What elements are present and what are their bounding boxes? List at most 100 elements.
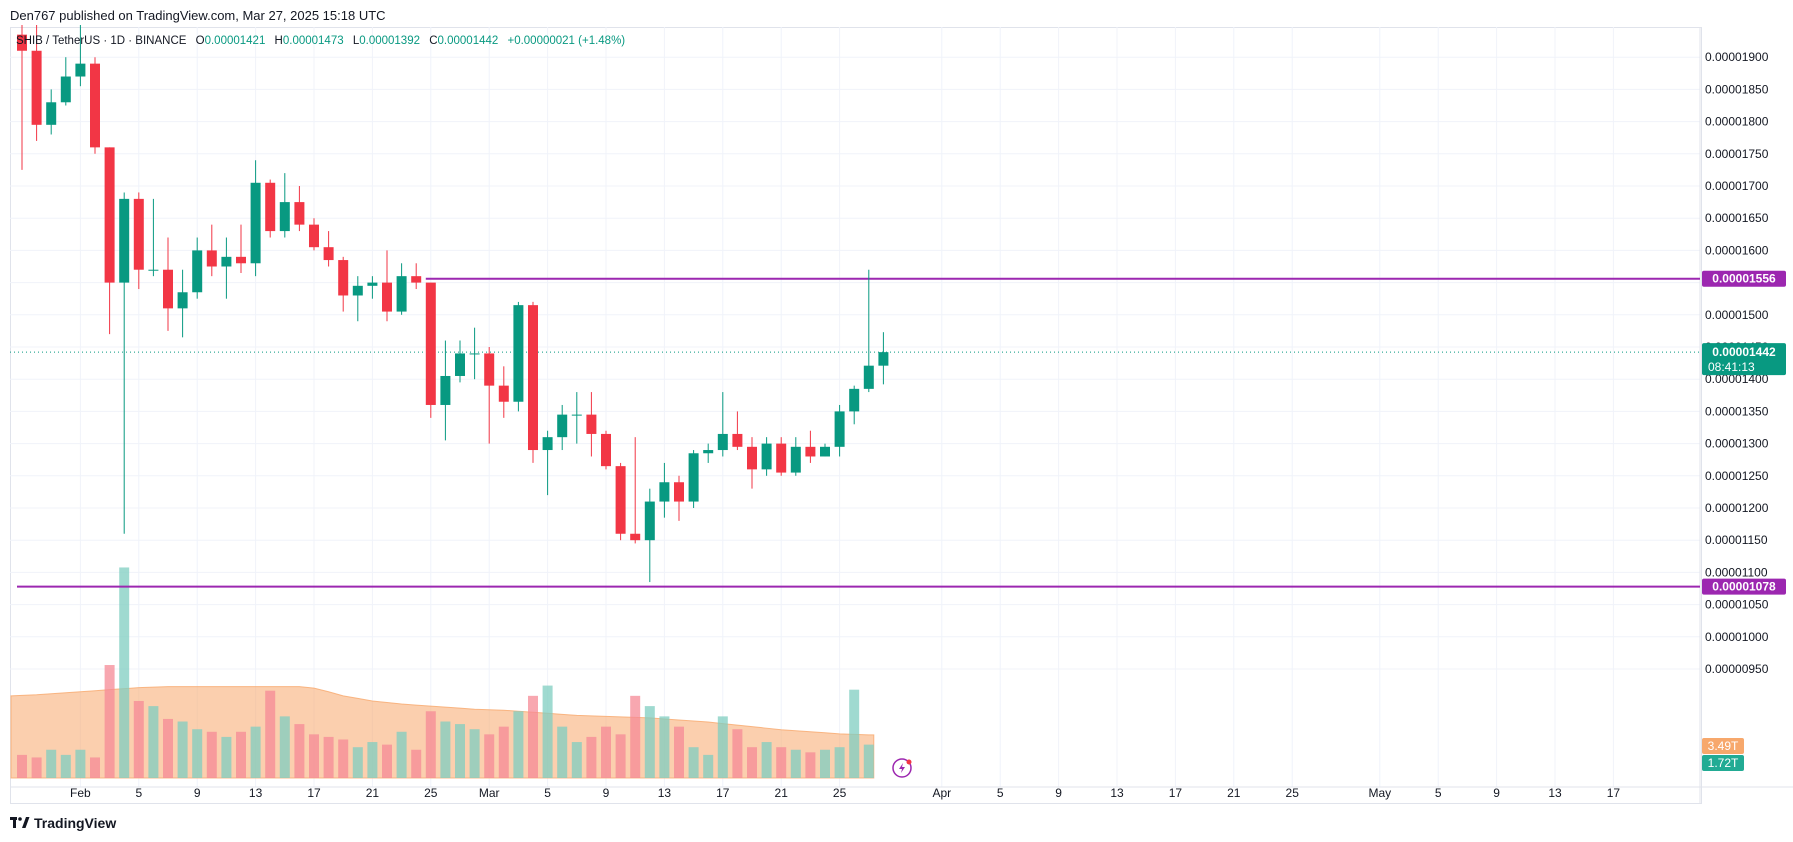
close-value: 0.00001442 — [437, 35, 499, 47]
time-tick-label: 25 — [1286, 786, 1300, 800]
volume-bar — [703, 754, 714, 778]
candle-body — [674, 482, 684, 502]
volume-bar — [674, 726, 684, 778]
candle-body — [586, 414, 597, 434]
time-tick-label: 13 — [1110, 786, 1124, 800]
horizontal-levels — [10, 277, 1700, 588]
candle-body — [557, 414, 568, 438]
time-tick-label: 5 — [997, 786, 1004, 800]
volume-bar — [615, 734, 626, 778]
time-tick-label: 21 — [366, 786, 380, 800]
volume-bar — [528, 695, 538, 778]
volume-bar — [265, 690, 276, 778]
time-tick-label: 21 — [775, 786, 789, 800]
volume-bar — [455, 724, 465, 778]
candle-body — [615, 466, 626, 534]
volume-bar — [323, 736, 334, 778]
time-tick-label: 9 — [1055, 786, 1062, 800]
time-tick-label: 17 — [307, 786, 321, 800]
candle-body — [17, 34, 27, 51]
time-tick-label: Feb — [70, 786, 91, 800]
candle-body — [513, 305, 524, 402]
candle-body — [659, 482, 670, 502]
volume-bar — [133, 700, 144, 778]
volume-bar — [352, 747, 363, 778]
candle-body — [352, 285, 363, 296]
close-key: C — [429, 35, 438, 47]
candle-body — [805, 446, 816, 457]
volume-bar — [60, 754, 71, 778]
countdown-label: 08:41:13 — [1708, 360, 1755, 374]
time-tick-label: 13 — [1548, 786, 1562, 800]
volume-bar — [75, 749, 86, 778]
candle-body — [163, 269, 173, 309]
volume-bar — [338, 739, 349, 778]
candle-body — [221, 256, 232, 267]
candle-body — [601, 433, 611, 467]
volume-bar — [163, 718, 173, 778]
price-tick-label: 0.00001100 — [1705, 565, 1768, 579]
price-tick-label: 0.00000950 — [1705, 662, 1769, 676]
volume-bar — [557, 726, 568, 778]
price-tick-label: 0.00001800 — [1705, 115, 1769, 129]
alert-dot — [906, 759, 912, 765]
volume-bar — [688, 747, 699, 778]
candle-body — [440, 375, 451, 405]
candle-body — [703, 450, 714, 454]
volume-bar — [776, 747, 787, 778]
level-price-tag-label: 0.00001078 — [1712, 580, 1776, 594]
level-price-tag-label: 0.00001556 — [1712, 272, 1776, 286]
candle-body — [148, 269, 159, 271]
candle-body — [790, 446, 801, 473]
candle-body — [119, 198, 130, 283]
time-tick-label: 13 — [658, 786, 672, 800]
volume-bar — [425, 711, 436, 778]
candle-body — [411, 276, 422, 283]
symbol-label: SHIB / TetherUS · 1D · BINANCE — [16, 35, 187, 47]
candle-body — [630, 533, 641, 541]
price-axis: 0.00001900 0.00001850 0.00001800 0.00001750… — [1705, 50, 1769, 676]
volume-bar — [863, 744, 874, 778]
time-tick-label: 5 — [544, 786, 551, 800]
volume-tag — [1702, 755, 1744, 771]
volume-bar — [367, 742, 378, 778]
time-tick-label: 9 — [603, 786, 610, 800]
candle-body — [265, 182, 276, 232]
time-tick-label: 25 — [424, 786, 438, 800]
volume-bar — [601, 726, 611, 778]
candle-body — [323, 247, 334, 261]
time-tick-label: Mar — [479, 786, 500, 800]
tradingview-logo-icon — [10, 817, 30, 828]
candle-body — [542, 437, 553, 451]
candle-body — [60, 76, 71, 103]
candle-body — [688, 453, 699, 502]
volume-bar — [571, 742, 582, 778]
candle-body — [46, 102, 57, 125]
volume-tag-label: 1.72T — [1708, 756, 1739, 770]
price-tick-label: 0.00001400 — [1705, 372, 1769, 386]
candle-body — [104, 147, 115, 283]
volume-bar — [236, 731, 246, 778]
candle-body — [396, 276, 407, 312]
lightning-glyph — [899, 763, 905, 773]
volume-bar — [396, 731, 407, 778]
publisher-line: Den767 published on TradingView.com, Mar… — [10, 8, 386, 23]
candle-body — [732, 433, 743, 447]
volume-bar — [849, 689, 860, 778]
candle-body — [571, 414, 582, 416]
time-tick-label: May — [1368, 786, 1391, 800]
tradingview-logo[interactable]: TradingView — [10, 815, 116, 831]
volume-bar — [717, 716, 728, 778]
volume-bar — [294, 724, 305, 778]
volume-bar — [542, 685, 553, 778]
candle-body — [455, 353, 465, 376]
low-key: L — [352, 35, 360, 47]
volume-bar — [31, 757, 42, 778]
price-tick-label: 0.00001000 — [1705, 630, 1769, 644]
volume-bar — [820, 749, 830, 778]
price-tick-label: 0.00001250 — [1705, 469, 1769, 483]
candle-body — [192, 250, 203, 293]
volume-bar — [148, 706, 159, 778]
volume-bar — [192, 729, 203, 778]
